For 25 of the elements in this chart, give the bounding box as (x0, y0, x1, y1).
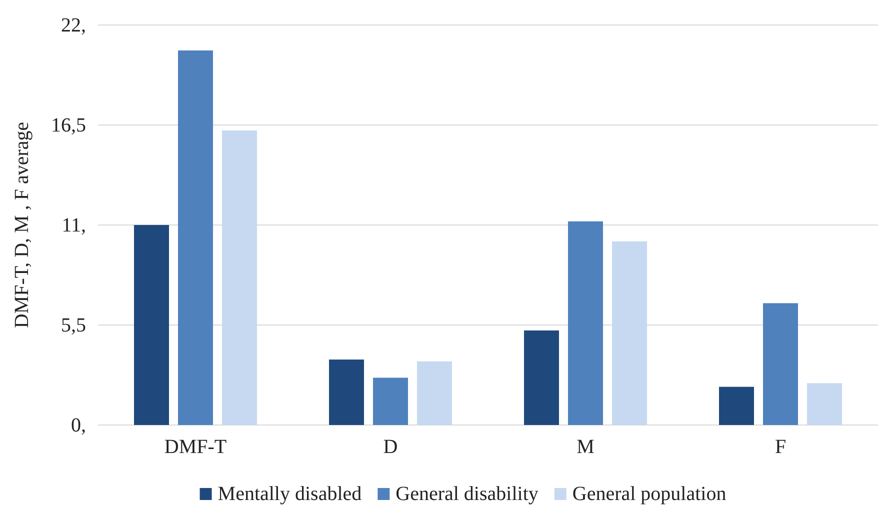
x-tick-label: F (774, 436, 786, 458)
bar (222, 130, 257, 425)
y-tick-label: 0, (71, 414, 86, 436)
x-tick-label: DMF-T (164, 436, 227, 458)
bar (568, 221, 603, 425)
bar (178, 50, 213, 425)
bar (807, 383, 842, 425)
y-tick-label: 22, (61, 14, 86, 36)
bar (329, 360, 364, 425)
y-axis-title: DMF-T, D, M , F average (11, 122, 33, 328)
bar (524, 330, 559, 425)
y-tick-label: 11, (62, 214, 86, 236)
bar (134, 225, 169, 425)
bar (373, 378, 408, 425)
legend-label: General population (572, 483, 726, 505)
bar (763, 303, 798, 425)
y-tick-label: 16,5 (51, 114, 86, 136)
y-tick-label: 5,5 (61, 314, 86, 336)
bar (719, 386, 754, 425)
x-tick-label: D (383, 436, 398, 458)
bar (612, 241, 647, 425)
bar (417, 361, 452, 425)
x-tick-label: M (576, 436, 595, 458)
legend-label: General disability (396, 483, 538, 505)
legend-label: Mentally disabled (218, 483, 362, 505)
